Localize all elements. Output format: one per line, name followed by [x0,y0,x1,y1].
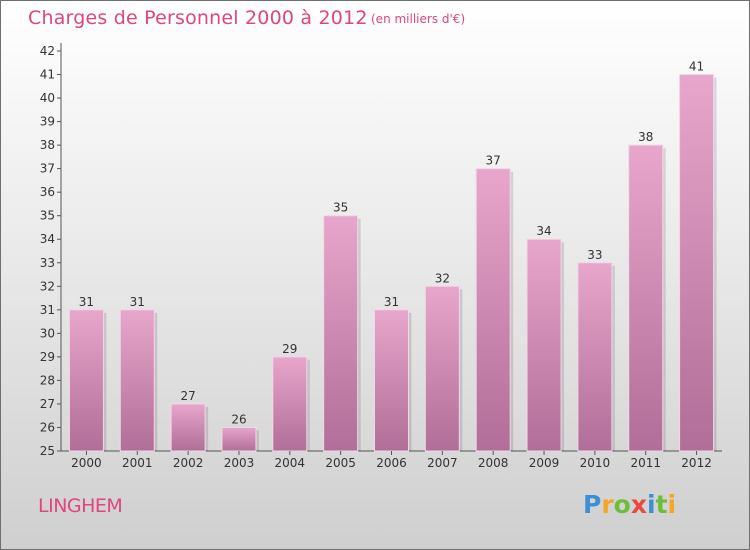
y-tick-label: 26 [40,420,55,434]
bar-value-label: 31 [384,295,399,309]
y-tick-label: 31 [40,303,55,317]
x-tick-label: 2009 [529,456,560,470]
logo-letter: r [601,490,614,519]
y-tick-label: 32 [40,279,55,293]
logo-letter: P [583,490,602,519]
y-tick-label: 33 [40,256,55,270]
y-tick-label: 39 [40,115,55,129]
x-tick-label: 2006 [376,456,407,470]
bar [119,309,155,452]
bar [323,215,359,452]
bar-value-label: 38 [638,130,653,144]
logo-letter: x [630,490,647,519]
bar-value-label: 33 [587,248,602,262]
logo-letter: t [655,490,668,519]
bar [221,426,257,452]
x-tick-label: 2011 [630,456,661,470]
x-tick-label: 2003 [224,456,255,470]
y-tick-label: 29 [40,350,55,364]
x-tick-label: 2007 [427,456,458,470]
bar-value-label: 37 [486,154,501,168]
x-tick-label: 2012 [681,456,712,470]
x-tick-label: 2010 [580,456,611,470]
town-name: LINGHEM [38,495,123,517]
bar [374,309,409,452]
y-tick-label: 41 [40,68,55,82]
chart-subtitle: (en milliers d'€) [371,12,466,26]
bar [170,403,206,452]
bar [272,356,308,452]
y-tick-label: 36 [40,185,55,199]
bar-value-label: 32 [435,271,450,285]
logo-letter: i [647,490,656,519]
x-tick-label: 2000 [71,456,102,470]
y-tick-label: 37 [40,162,55,176]
bar [628,144,664,452]
bar-value-label: 41 [689,60,704,74]
bar-value-label: 31 [130,295,145,309]
y-tick-label: 25 [40,444,55,458]
bar [475,168,511,452]
bar [526,238,562,452]
logo-letter: o [613,490,631,519]
bar-value-label: 29 [282,342,297,356]
logo-letter: i [667,490,677,519]
y-tick-label: 34 [40,232,55,246]
x-tick-label: 2002 [173,456,204,470]
y-tick-label: 38 [40,138,55,152]
chart-title: Charges de Personnel 2000 à 2012 [28,7,368,29]
x-tick-label: 2008 [478,456,509,470]
x-tick-label: 2004 [275,456,306,470]
bar-value-label: 27 [180,389,195,403]
x-tick-label: 2001 [122,456,153,470]
bar [679,74,715,452]
bar [577,262,613,452]
y-tick-label: 28 [40,373,55,387]
y-tick-label: 42 [40,44,55,58]
y-tick-label: 35 [40,209,55,223]
bar [68,309,104,452]
bar [424,285,460,452]
bar-value-label: 31 [79,295,94,309]
proxiti-logo: Proxiti [583,490,676,519]
y-tick-label: 30 [40,326,55,340]
x-tick-label: 2005 [325,456,356,470]
bar-value-label: 26 [231,412,246,426]
bar-value-label: 34 [536,224,551,238]
y-tick-label: 27 [40,397,55,411]
bar-value-label: 35 [333,201,348,215]
y-tick-label: 40 [40,91,55,105]
